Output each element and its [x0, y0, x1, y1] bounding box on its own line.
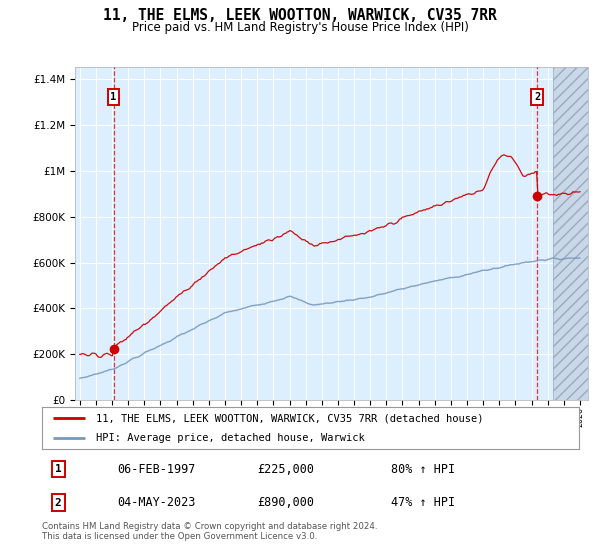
Text: 2: 2: [534, 92, 540, 102]
Text: £890,000: £890,000: [257, 496, 314, 509]
Bar: [553, 67, 588, 400]
Text: 04-MAY-2023: 04-MAY-2023: [117, 496, 196, 509]
Text: 06-FEB-1997: 06-FEB-1997: [117, 463, 196, 475]
Text: 1: 1: [55, 464, 61, 474]
Text: 2: 2: [55, 497, 61, 507]
Text: 11, THE ELMS, LEEK WOOTTON, WARWICK, CV35 7RR (detached house): 11, THE ELMS, LEEK WOOTTON, WARWICK, CV3…: [96, 413, 483, 423]
Text: 80% ↑ HPI: 80% ↑ HPI: [391, 463, 455, 475]
Text: 47% ↑ HPI: 47% ↑ HPI: [391, 496, 455, 509]
Text: Contains HM Land Registry data © Crown copyright and database right 2024.
This d: Contains HM Land Registry data © Crown c…: [42, 522, 377, 542]
Text: 1: 1: [110, 92, 116, 102]
Text: 11, THE ELMS, LEEK WOOTTON, WARWICK, CV35 7RR: 11, THE ELMS, LEEK WOOTTON, WARWICK, CV3…: [103, 8, 497, 24]
Text: HPI: Average price, detached house, Warwick: HPI: Average price, detached house, Warw…: [96, 433, 364, 443]
Text: £225,000: £225,000: [257, 463, 314, 475]
Text: Price paid vs. HM Land Registry's House Price Index (HPI): Price paid vs. HM Land Registry's House …: [131, 21, 469, 34]
